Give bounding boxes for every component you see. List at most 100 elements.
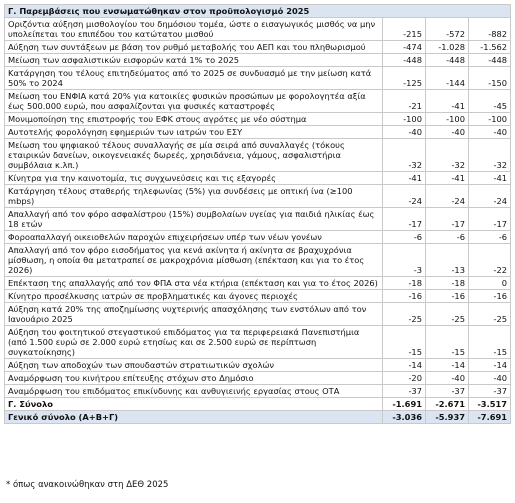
value-cell: -1.028 [425, 40, 469, 54]
table-row: Κίνητρα για την καινοτομία, τις συγχωνεύ… [4, 171, 512, 185]
description-cell: Γενικό σύνολο (Α+Β+Γ) [4, 410, 383, 424]
description-cell: Αύξηση των αποδοχών των σπουδαστών στρατ… [4, 358, 383, 372]
value-cell: -25 [467, 302, 512, 326]
value-cell: -16 [382, 289, 426, 303]
value-cell: -6 [467, 230, 512, 244]
description-cell: Γ. Σύνολο [4, 397, 383, 411]
value-cell: -25 [382, 302, 426, 326]
description-cell: Αύξηση των συντάξεων με βάση τον ρυθμό μ… [4, 40, 383, 54]
description-cell: Αναμόρφωση του κινήτρου επίτευξης στόχων… [4, 371, 383, 385]
value-cell: -215 [382, 17, 426, 41]
description-cell: Οριζόντια αύξηση μισθολογίου του δημόσιο… [4, 17, 383, 41]
value-cell: -40 [425, 371, 469, 385]
table-row: Απαλλαγή από τον φόρο εισοδήματος για κε… [4, 243, 512, 277]
description-cell: Κίνητρα για την καινοτομία, τις συγχωνεύ… [4, 171, 383, 185]
value-cell: -40 [467, 371, 512, 385]
description-cell: Απαλλαγή από τον φόρο εισοδήματος για κε… [4, 243, 383, 277]
value-cell: -14 [382, 358, 426, 372]
value-cell: -1.562 [467, 40, 512, 54]
header-cell: Γ. Παρεμβάσεις που ενσωματώθηκαν στον πρ… [3, 4, 512, 18]
value-cell: -21 [382, 89, 426, 113]
value-cell: -448 [382, 53, 426, 67]
table-row: Οριζόντια αύξηση μισθολογίου του δημόσιο… [4, 17, 512, 41]
value-cell: -100 [382, 112, 426, 126]
value-cell: -17 [467, 207, 512, 231]
value-cell: -45 [467, 89, 512, 113]
table-body: Γ. Παρεμβάσεις που ενσωματώθηκαν στον πρ… [3, 4, 512, 424]
header-row: Γ. Παρεμβάσεις που ενσωματώθηκαν στον πρ… [3, 4, 512, 18]
value-cell: -15 [467, 325, 512, 359]
table-row: Αναμόρφωση του επιδόματος επικίνδυνης κα… [4, 384, 512, 398]
value-cell: -3 [382, 243, 426, 277]
table-row: Απαλλαγή από τον φόρο ασφαλίστρου (15%) … [4, 207, 512, 231]
table-row: Αύξηση του φοιτητικού στεγαστικού επιδόμ… [4, 325, 512, 359]
value-cell: -125 [382, 66, 426, 90]
footnote: * όπως ανακοινώθηκαν στη ΔΕΘ 2025 [6, 480, 169, 490]
table-row: Μείωση των ασφαλιστικών εισφορών κατά 1%… [4, 53, 512, 67]
value-cell: -40 [382, 125, 426, 139]
value-cell: -24 [425, 184, 469, 208]
value-cell: -144 [425, 66, 469, 90]
value-cell: -3.036 [382, 410, 426, 424]
value-cell: -41 [425, 171, 469, 185]
table-row: Επέκταση της απαλλαγής από τον ΦΠΑ στα ν… [4, 276, 512, 290]
description-cell: Απαλλαγή από τον φόρο ασφαλίστρου (15%) … [4, 207, 383, 231]
value-cell: -16 [425, 289, 469, 303]
value-cell: -41 [467, 171, 512, 185]
value-cell: -22 [467, 243, 512, 277]
value-cell: -15 [382, 325, 426, 359]
table-row: Φοροαπαλλαγή οικειοθελών παροχών επιχειρ… [4, 230, 512, 244]
table-row: Αυτοτελής φορολόγηση εφημεριών των ιατρώ… [4, 125, 512, 139]
value-cell: -474 [382, 40, 426, 54]
table-row: Αναμόρφωση του κινήτρου επίτευξης στόχων… [4, 371, 512, 385]
value-cell: -448 [425, 53, 469, 67]
value-cell: -16 [467, 289, 512, 303]
value-cell: -6 [382, 230, 426, 244]
value-cell: -41 [382, 171, 426, 185]
value-cell: -3.517 [467, 397, 512, 411]
description-cell: Μείωση των ασφαλιστικών εισφορών κατά 1%… [4, 53, 383, 67]
table-row: Γ. Σύνολο -1.691 -2.671 -3.517 [4, 397, 512, 411]
table-wrap: Γ. Παρεμβάσεις που ενσωματώθηκαν στον πρ… [3, 4, 512, 424]
value-cell: -100 [425, 112, 469, 126]
value-cell: -13 [425, 243, 469, 277]
value-cell: -37 [467, 384, 512, 398]
description-cell: Φοροαπαλλαγή οικειοθελών παροχών επιχειρ… [4, 230, 383, 244]
value-cell: -25 [425, 302, 469, 326]
value-cell: -448 [467, 53, 512, 67]
description-cell: Αναμόρφωση του επιδόματος επικίνδυνης κα… [4, 384, 383, 398]
value-cell: -18 [382, 276, 426, 290]
value-cell: -40 [467, 125, 512, 139]
value-cell: -7.691 [467, 410, 512, 424]
description-cell: Αύξηση κατά 20% της αποζημίωσης νυχτεριν… [4, 302, 383, 326]
value-cell: -37 [382, 384, 426, 398]
table-row: Μείωση του ψηφιακού τέλους συναλλαγής σε… [4, 138, 512, 172]
description-cell: Επέκταση της απαλλαγής από τον ΦΠΑ στα ν… [4, 276, 383, 290]
description-cell: Κατάργηση τέλους σταθερής τηλεφωνίας (5%… [4, 184, 383, 208]
value-cell: -24 [467, 184, 512, 208]
value-cell: -32 [425, 138, 469, 172]
description-cell: Μείωση του ψηφιακού τέλους συναλλαγής σε… [4, 138, 383, 172]
table-row: Κατάργηση τέλους σταθερής τηλεφωνίας (5%… [4, 184, 512, 208]
value-cell: -100 [467, 112, 512, 126]
table: Γ. Παρεμβάσεις που ενσωματώθηκαν στον πρ… [3, 4, 512, 424]
description-cell: Μονιμοποίηση της επιστροφής του ΕΦΚ στου… [4, 112, 383, 126]
value-cell: -17 [425, 207, 469, 231]
table-row: Γενικό σύνολο (Α+Β+Γ) -3.036 -5.937 -7.691 [4, 410, 512, 424]
table-row: Κίνητρο προσέλκυσης ιατρών σε προβληματι… [4, 289, 512, 303]
value-cell: -32 [467, 138, 512, 172]
table-row: Μονιμοποίηση της επιστροφής του ΕΦΚ στου… [4, 112, 512, 126]
description-cell: Αύξηση του φοιτητικού στεγαστικού επιδόμ… [4, 325, 383, 359]
table-row: Αύξηση των αποδοχών των σπουδαστών στρατ… [4, 358, 512, 372]
value-cell: -18 [425, 276, 469, 290]
value-cell: -2.671 [425, 397, 469, 411]
value-cell: -40 [425, 125, 469, 139]
value-cell: -32 [382, 138, 426, 172]
description-cell: Αυτοτελής φορολόγηση εφημεριών των ιατρώ… [4, 125, 383, 139]
value-cell: -37 [425, 384, 469, 398]
value-cell: -572 [425, 17, 469, 41]
description-cell: Μείωση του ΕΝΦΙΑ κατά 20% για κατοικίες … [4, 89, 383, 113]
value-cell: -14 [425, 358, 469, 372]
table-row: Αύξηση κατά 20% της αποζημίωσης νυχτεριν… [4, 302, 512, 326]
